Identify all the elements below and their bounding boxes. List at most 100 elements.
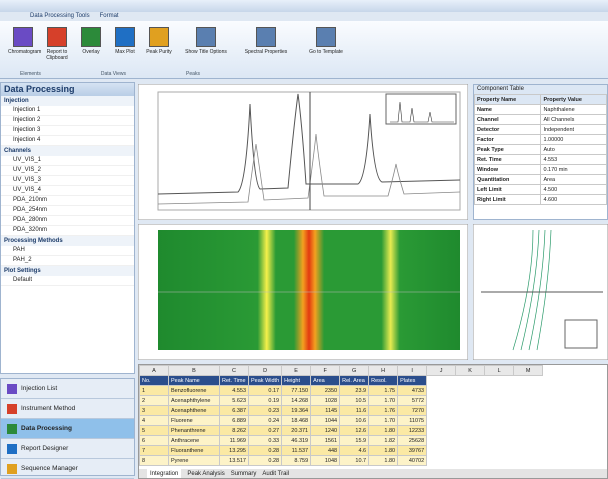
tree-item[interactable]: PAH_2: [1, 256, 134, 266]
tree-item[interactable]: UV_VIS_3: [1, 176, 134, 186]
grid-cell[interactable]: Independent: [540, 124, 607, 135]
grid-cell: Quantitation: [473, 174, 542, 185]
ribbon-button[interactable]: Peak Purity: [144, 25, 174, 74]
table-cell: 6.387: [219, 405, 249, 416]
grid-cell: Ret. Time: [473, 154, 542, 165]
button-label: Chromatogram: [8, 49, 42, 55]
grid-cell[interactable]: All Channels: [540, 114, 607, 125]
letter-cell: F: [310, 365, 341, 376]
section-header[interactable]: Processing Methods: [1, 236, 134, 246]
grid-cell: Factor: [473, 134, 542, 145]
tree: Injection Injection 1 Injection 2 Injection…: [1, 96, 134, 286]
table-cell: 25628: [397, 435, 428, 446]
sheet-tab[interactable]: Audit Trail: [262, 471, 290, 477]
table-cell: 1145: [310, 405, 341, 416]
button-label: Overlay: [82, 49, 100, 55]
letter-cell: K: [455, 365, 486, 376]
grid-cell[interactable]: 0.170 min: [540, 164, 607, 175]
contour-plot: [138, 224, 468, 360]
ribbon-button[interactable]: Overlay: [76, 25, 106, 74]
button-label: Peak Purity: [146, 49, 172, 55]
nav-item[interactable]: Injection List: [1, 379, 134, 399]
nav-icon: [7, 403, 17, 414]
table-cell: 0.28: [247, 455, 283, 466]
grid-cell[interactable]: 4.600: [540, 194, 607, 205]
table-cell: 6: [139, 435, 169, 446]
nav-icon: [7, 383, 17, 394]
nav-icon: [7, 443, 17, 454]
header-cell: Rel. Area: [339, 375, 370, 386]
table-cell: 5.623: [219, 395, 249, 406]
grid-cell[interactable]: Auto: [540, 144, 607, 155]
section-header[interactable]: Plot Settings: [1, 266, 134, 276]
nav-item[interactable]: Data Processing: [1, 419, 134, 439]
grid-row: Ret. Time 4.553: [473, 154, 607, 165]
sheet-tab[interactable]: Integration: [147, 469, 182, 478]
table-row: 2 Acenaphthylene 5.623 0.19 14.268 1028 10.5 1.…: [139, 395, 543, 406]
table-cell: 5: [139, 425, 169, 436]
header-cell: Resol.: [368, 375, 399, 386]
letter-cell: I: [397, 365, 428, 376]
ribbon-button[interactable]: Chromatogram: [8, 25, 42, 74]
ribbon-tab[interactable]: Data Processing Tools: [30, 13, 90, 19]
ribbon-button[interactable]: Max Plot: [110, 25, 140, 74]
group-label: Elements: [20, 71, 41, 77]
letter-cell: G: [339, 365, 370, 376]
table-cell: 7270: [397, 405, 428, 416]
tree-item[interactable]: Injection 2: [1, 116, 134, 126]
nav-item[interactable]: Sequence Manager: [1, 459, 134, 479]
tree-item[interactable]: Injection 4: [1, 136, 134, 146]
section-header[interactable]: Channels: [1, 146, 134, 156]
sheet-tab[interactable]: Summary: [230, 471, 257, 477]
tree-item[interactable]: PDA_320nm: [1, 226, 134, 236]
grid-cell[interactable]: 4.553: [540, 154, 607, 165]
tree-item[interactable]: Injection 1: [1, 106, 134, 116]
ribbon-button[interactable]: Show Title Options: [178, 25, 234, 74]
button-icon: [149, 27, 169, 47]
table-row: 5 Phenanthrene 8.262 0.27 20.371 1240 12.6 1.80…: [139, 425, 543, 436]
tree-item[interactable]: UV_VIS_1: [1, 156, 134, 166]
grid-cell[interactable]: 4.500: [540, 184, 607, 195]
nav-item[interactable]: Instrument Method: [1, 399, 134, 419]
tree-item[interactable]: PAH: [1, 246, 134, 256]
grid-row: Factor 1.00000: [473, 134, 607, 145]
grid-cell: Name: [473, 104, 542, 115]
sheet-tab[interactable]: Peak Analysis: [187, 471, 225, 477]
table-cell: 0.27: [247, 425, 283, 436]
tree-item[interactable]: UV_VIS_4: [1, 186, 134, 196]
button-icon: [47, 27, 67, 47]
button-icon: [13, 27, 33, 47]
tree-item[interactable]: PDA_280nm: [1, 216, 134, 226]
button-icon: [316, 27, 336, 47]
ribbon-tab[interactable]: Format: [99, 13, 119, 19]
table-cell: 1.76: [368, 405, 399, 416]
table-cell: 40702: [397, 455, 428, 466]
grid-row: Right Limit 4.600: [473, 194, 607, 205]
table-row: 1 Benzofluorene 4.553 0.17 77.150 2350 23.9 1.7…: [139, 385, 543, 396]
letter-cell: E: [281, 365, 312, 376]
grid-cell[interactable]: 1.00000: [540, 134, 607, 145]
ribbon-button[interactable]: Spectral Properties: [238, 25, 294, 74]
title-bar: [0, 0, 608, 12]
nav-item[interactable]: Report Designer: [1, 439, 134, 459]
left-panel: Data Processing Injection Injection 1 Inje…: [0, 82, 135, 374]
tree-item[interactable]: Default: [1, 276, 134, 286]
section-header[interactable]: Injection: [1, 96, 134, 106]
table-cell: 1561: [310, 435, 341, 446]
ribbon-button[interactable]: Go to Template: [298, 25, 354, 74]
tree-item[interactable]: Injection 3: [1, 126, 134, 136]
table-cell: 11.969: [219, 435, 249, 446]
table-cell: 18.468: [281, 415, 312, 426]
grid-cell[interactable]: Naphthalene: [540, 104, 607, 115]
nav-label: Sequence Manager: [21, 465, 78, 472]
tree-item[interactable]: UV_VIS_2: [1, 166, 134, 176]
grid-cell[interactable]: Area: [540, 174, 607, 185]
tree-item[interactable]: PDA_254nm: [1, 206, 134, 216]
table-cell: 4.6: [339, 445, 370, 456]
grid-row: Window 0.170 min: [473, 164, 607, 175]
ribbon-button[interactable]: Report to Clipboard: [42, 25, 72, 74]
table-cell: 1.82: [368, 435, 399, 446]
table-cell: 12.6: [339, 425, 370, 436]
tree-item[interactable]: PDA_210nm: [1, 196, 134, 206]
